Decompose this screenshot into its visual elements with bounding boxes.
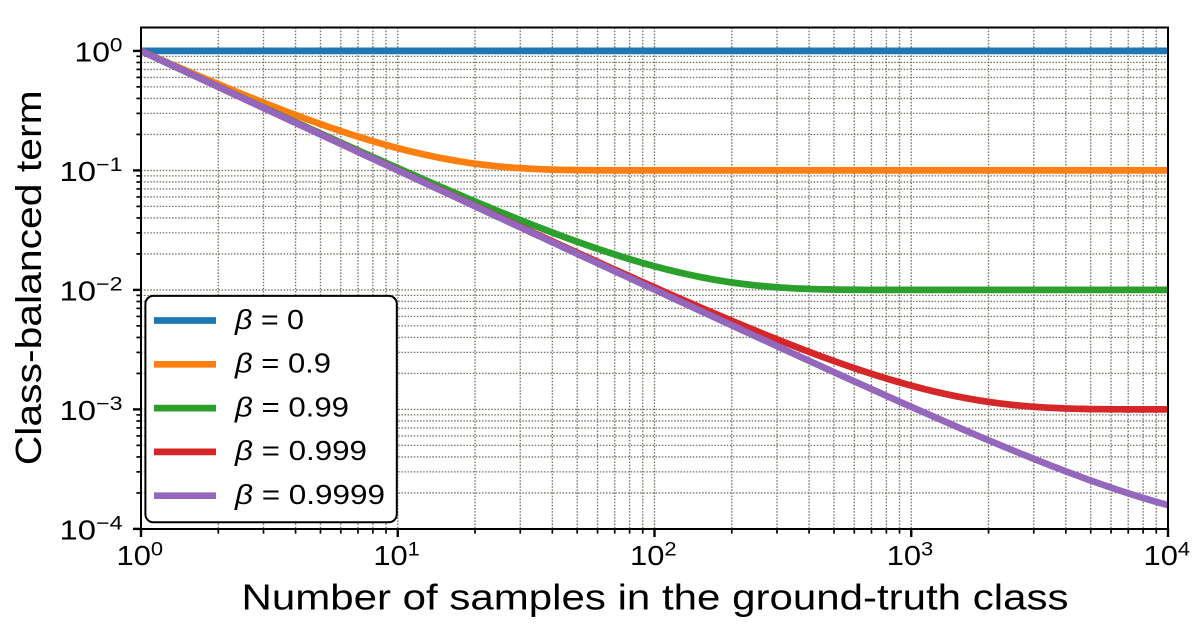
svg-text:β = 0.999: β = 0.999	[234, 435, 367, 466]
svg-text:Class-balanced term: Class-balanced term	[8, 90, 49, 465]
svg-text:101: 10 1	[373, 538, 420, 571]
svg-text:Number of samples in the groun: Number of samples in the ground-truth cl…	[242, 576, 1069, 617]
svg-text:β = 0.9: β = 0.9	[234, 348, 331, 379]
svg-text:β = 0.9999: β = 0.9999	[234, 479, 385, 510]
svg-text:β = 0.99: β = 0.99	[234, 391, 349, 422]
svg-text:β = 0: β = 0	[234, 304, 304, 335]
